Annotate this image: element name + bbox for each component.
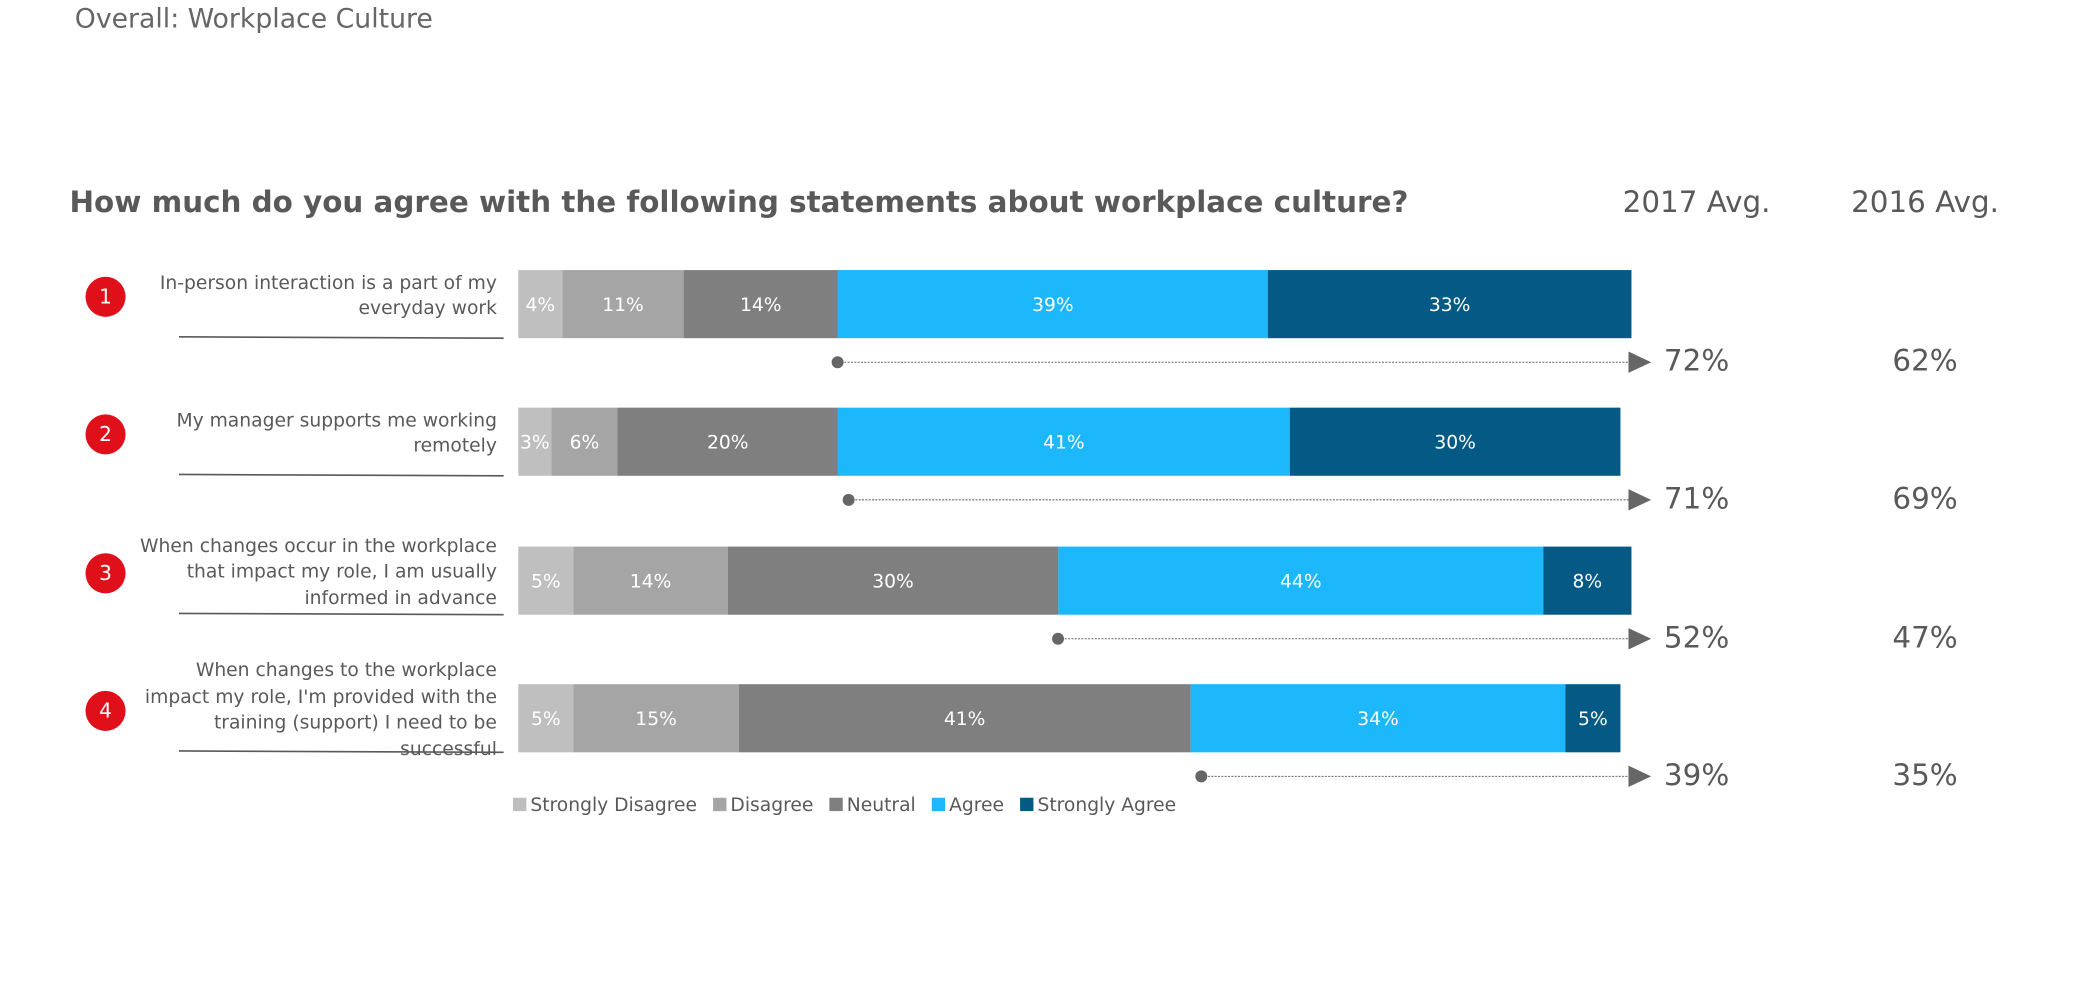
bar-segment xyxy=(562,270,684,339)
bar-segment xyxy=(1058,546,1544,615)
bar-segment xyxy=(1565,684,1621,753)
bar-value-label: 44% xyxy=(1280,571,1322,592)
bar-segment xyxy=(1267,270,1632,339)
avg-arrow-head xyxy=(1628,628,1652,650)
legend-label: Agree xyxy=(949,795,1004,816)
category-label: My manager supports me working remotely xyxy=(176,409,497,458)
bar-segment xyxy=(837,270,1268,339)
category-label-box: In-person interaction is a part of my ev… xyxy=(159,272,497,320)
category-label-box: When changes to the workplace impact my … xyxy=(144,661,497,760)
row-number: 4 xyxy=(99,699,112,723)
bar-value-label: 3% xyxy=(520,433,550,454)
avg-column-header: 2017 Avg. xyxy=(1623,185,1771,219)
legend-swatch xyxy=(713,797,727,812)
avg-value: 72% xyxy=(1664,344,1729,378)
bar-value-label: 33% xyxy=(1429,295,1471,316)
bar-value-label: 4% xyxy=(526,295,556,316)
bar-segment xyxy=(573,546,728,615)
bar-segment xyxy=(518,684,574,753)
legend-swatch xyxy=(931,797,946,812)
legend-swatch xyxy=(512,797,527,812)
row-number-badge xyxy=(85,414,126,455)
row-number-badge xyxy=(85,690,126,731)
legend-label: Neutral xyxy=(847,795,916,816)
label-underline xyxy=(179,336,504,339)
legend-label: Strongly Disagree xyxy=(530,795,697,816)
row-number-badge xyxy=(85,553,126,594)
bar-value-label: 30% xyxy=(1434,433,1476,454)
legend-label: Disagree xyxy=(730,795,813,816)
bar-segment xyxy=(617,407,838,476)
category-label: When changes occur in the workplace that… xyxy=(140,535,497,610)
bar-segment xyxy=(1190,684,1566,753)
avg-value: 62% xyxy=(1892,344,1957,378)
bar-value-label: 14% xyxy=(740,295,782,316)
bar-value-label: 11% xyxy=(602,295,644,316)
bar-segment xyxy=(683,270,838,339)
avg-value: 52% xyxy=(1664,620,1729,654)
page-header: Overall: Workplace Culture xyxy=(75,4,433,35)
avg-value: 39% xyxy=(1664,758,1729,792)
bar-value-label: 5% xyxy=(1578,709,1608,730)
chart-title: How much do you agree with the following… xyxy=(69,185,1408,219)
bar-segment xyxy=(551,407,618,476)
legend-swatch xyxy=(1020,797,1034,812)
label-underline xyxy=(179,612,504,616)
bar-segment xyxy=(738,684,1191,753)
bar-value-label: 39% xyxy=(1032,295,1074,316)
avg-value: 47% xyxy=(1892,620,1957,654)
category-label: In-person interaction is a part of my ev… xyxy=(159,272,497,320)
avg-value: 71% xyxy=(1664,481,1729,515)
bar-segment xyxy=(727,546,1059,615)
bar-value-label: 14% xyxy=(630,571,672,592)
bar-value-label: 5% xyxy=(531,709,561,730)
row-number: 1 xyxy=(99,285,112,309)
row-number: 3 xyxy=(99,561,112,585)
avg-dot xyxy=(842,493,855,506)
legend-label: Strongly Agree xyxy=(1037,795,1176,816)
bar-value-label: 41% xyxy=(944,709,986,730)
bar-value-label: 34% xyxy=(1357,709,1399,730)
avg-column-header: 2016 Avg. xyxy=(1851,185,1999,219)
bar-value-label: 41% xyxy=(1043,433,1085,454)
bar-value-label: 20% xyxy=(707,433,749,454)
bar-segment xyxy=(518,407,552,476)
avg-dot xyxy=(831,356,844,369)
bar-segment xyxy=(518,270,563,339)
bar-value-label: 8% xyxy=(1573,571,1603,592)
bar-segment xyxy=(1289,407,1621,476)
row-number-badge xyxy=(85,276,126,317)
avg-dot xyxy=(1195,770,1208,783)
bar-segment xyxy=(837,407,1290,476)
legend-swatch xyxy=(829,797,843,812)
row-number: 2 xyxy=(99,422,112,446)
avg-arrow-head xyxy=(1628,351,1652,373)
category-label-box: When changes occur in the workplace that… xyxy=(140,535,497,610)
avg-dot xyxy=(1052,632,1065,645)
category-label: When changes to the workplace impact my … xyxy=(144,661,497,760)
bar-segment xyxy=(1543,546,1632,615)
bar-value-label: 15% xyxy=(635,709,677,730)
avg-value: 69% xyxy=(1892,481,1957,515)
avg-arrow-head xyxy=(1628,765,1652,788)
label-underline xyxy=(179,750,504,754)
bar-segment xyxy=(518,546,574,615)
bar-value-label: 6% xyxy=(570,433,600,454)
bar-value-label: 5% xyxy=(531,571,561,592)
label-underline xyxy=(179,473,504,477)
avg-arrow-head xyxy=(1628,489,1652,511)
category-label-box: My manager supports me working remotely xyxy=(176,409,497,458)
bar-segment xyxy=(573,684,739,753)
avg-value: 35% xyxy=(1892,758,1957,792)
bar-value-label: 30% xyxy=(872,571,914,592)
